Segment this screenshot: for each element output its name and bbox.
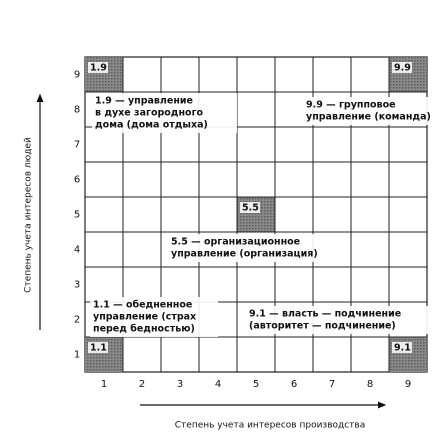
cell-tag-bg xyxy=(240,202,260,213)
y-tick-label: 5 xyxy=(74,210,80,221)
cell-label: 1.1 xyxy=(90,343,107,354)
description-line: в духе загородного xyxy=(95,108,204,119)
description-line: перед бедностью) xyxy=(93,324,195,335)
description-box xyxy=(92,93,237,133)
description-line: 1.9 — управление xyxy=(95,96,193,107)
description-box xyxy=(168,234,346,262)
y-tick-label: 7 xyxy=(74,140,80,151)
description-line: 9.1 — власть — подчинение xyxy=(249,309,401,320)
y-tick-label: 8 xyxy=(74,105,80,116)
y-tick-label: 3 xyxy=(74,280,80,291)
description-line: 5.5 — организационное xyxy=(171,237,300,248)
description-line: (авторитет — подчинение) xyxy=(249,321,396,332)
y-axis-label: Степень учета интересов людей xyxy=(24,137,34,293)
cell-tag-bg xyxy=(88,342,108,353)
x-tick-label: 8 xyxy=(367,379,373,390)
description-box xyxy=(90,297,218,337)
cell-label: 5.5 xyxy=(242,203,259,214)
description-line: 1.1 — обедненное xyxy=(93,300,192,311)
cell-tag-bg xyxy=(88,62,108,73)
cell-label: 9.1 xyxy=(394,343,411,354)
x-tick-label: 1 xyxy=(101,379,107,390)
y-tick-label: 2 xyxy=(74,315,80,326)
description-line: управление (страх xyxy=(93,312,196,323)
description-line: управление (команда) xyxy=(306,112,431,123)
y-tick-label: 1 xyxy=(74,350,80,361)
x-axis-label: Степень учета интересов производства xyxy=(175,421,366,431)
x-tick-label: 2 xyxy=(139,379,145,390)
cell-tag-bg xyxy=(392,62,412,73)
x-tick-label: 6 xyxy=(291,379,297,390)
y-tick-label: 6 xyxy=(74,175,80,186)
description-box xyxy=(303,97,428,125)
cell-label: 9.9 xyxy=(394,63,411,74)
cell-tag-bg xyxy=(392,342,412,353)
x-tick-label: 9 xyxy=(405,379,411,390)
description-line: 9.9 — групповое xyxy=(306,100,396,111)
description-line: управление (организация) xyxy=(171,249,318,260)
x-tick-label: 7 xyxy=(329,379,335,390)
description-box xyxy=(246,306,438,334)
y-tick-label: 9 xyxy=(74,70,80,81)
y-tick-label: 4 xyxy=(74,245,80,256)
description-line: дома (дома отдыха) xyxy=(95,120,208,131)
x-tick-label: 3 xyxy=(177,379,183,390)
x-tick-label: 5 xyxy=(253,379,259,390)
x-tick-label: 4 xyxy=(215,379,221,390)
cell-label: 1.9 xyxy=(90,63,107,74)
